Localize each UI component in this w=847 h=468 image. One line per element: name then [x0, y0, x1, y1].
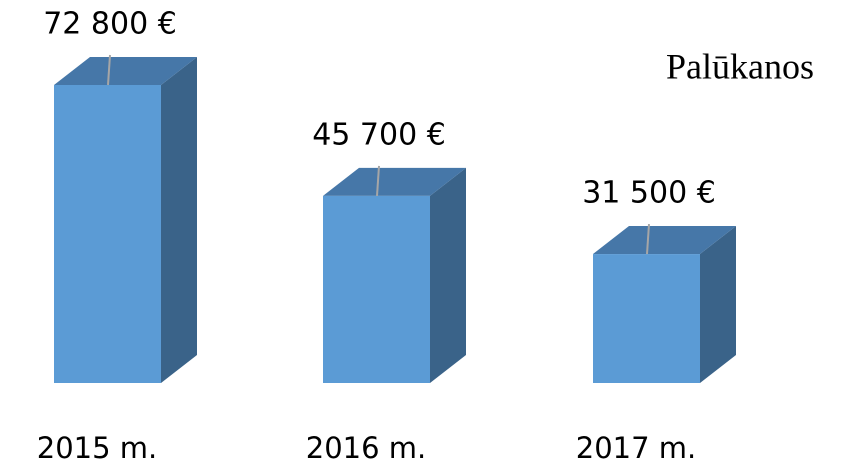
- x-tick-label: 2016 m.: [306, 431, 427, 465]
- x-tick-label: 2015 m.: [37, 431, 158, 465]
- bar-top: [593, 226, 736, 255]
- bar: [593, 254, 700, 383]
- bar: [54, 85, 161, 383]
- bar-top: [54, 57, 197, 85]
- x-tick-label: 2017 m.: [576, 431, 697, 465]
- bar-top: [323, 167, 466, 196]
- value-label: 72 800 €: [43, 7, 177, 42]
- bar-side: [700, 226, 736, 383]
- leader-line: [646, 223, 650, 255]
- leader-line: [107, 54, 111, 86]
- value-label: 31 500 €: [582, 176, 716, 211]
- bar-side: [161, 57, 197, 383]
- bar-side: [430, 167, 466, 383]
- chart-title: Palūkanos: [666, 46, 814, 86]
- value-label: 45 700 €: [312, 117, 446, 152]
- leader-line: [376, 165, 380, 196]
- bar: [323, 195, 430, 383]
